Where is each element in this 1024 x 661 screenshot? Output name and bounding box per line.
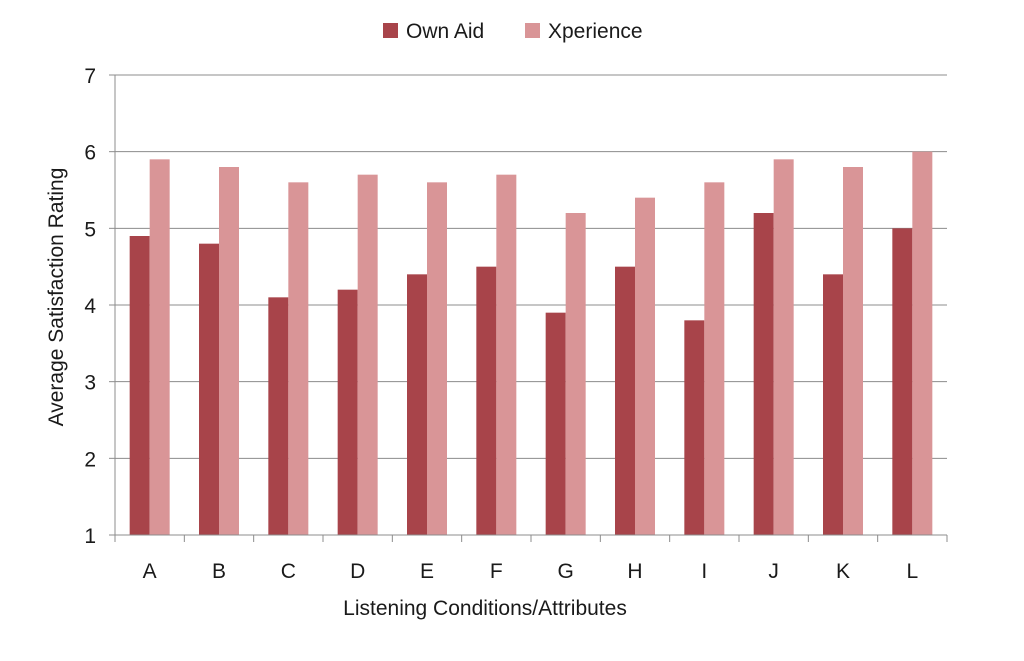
bar-own-aid-k: [823, 274, 843, 535]
bar-own-aid-a: [129, 236, 150, 535]
bar-own-aid-j: [753, 213, 774, 535]
y-tick-label: 1: [84, 525, 96, 548]
x-tick-labels: A B C D E F G H I J K L: [143, 560, 919, 583]
bar-xperience-e: [427, 182, 447, 536]
bar-xperience-k: [843, 167, 863, 535]
legend-swatch-own-aid: [383, 23, 398, 38]
x-tick-label: B: [212, 560, 226, 583]
bar-xperience-l: [912, 151, 933, 535]
y-tick-label: 7: [84, 65, 96, 88]
y-tick-label: 4: [84, 295, 96, 318]
axes: [109, 74, 948, 542]
bar-own-aid-d: [337, 289, 358, 535]
y-tick-label: 5: [84, 218, 96, 241]
legend-label-own-aid: Own Aid: [406, 20, 484, 43]
bar-xperience-f: [496, 174, 517, 535]
x-tick-label: D: [350, 560, 365, 583]
y-tick-labels: 1 2 3 4 5 6 7: [84, 65, 96, 548]
x-tick-label: C: [281, 560, 296, 583]
y-tick-label: 3: [84, 372, 96, 395]
bar-own-aid-h: [615, 266, 635, 535]
bar-xperience-b: [219, 167, 239, 535]
x-tick-label: L: [906, 560, 918, 583]
bar-xperience-h: [635, 197, 655, 535]
bar-xperience-g: [565, 213, 586, 535]
bar-xperience-i: [704, 182, 725, 536]
bar-own-aid-f: [476, 266, 497, 535]
gridlines: [115, 74, 947, 459]
bar-xperience-d: [357, 174, 378, 535]
bars: [129, 151, 933, 536]
legend-label-xperience: Xperience: [548, 20, 643, 43]
bar-xperience-a: [149, 159, 170, 536]
bar-own-aid-l: [892, 228, 913, 536]
y-axis-label: Average Satisfaction Rating: [45, 168, 68, 427]
x-tick-label: E: [420, 560, 434, 583]
bar-own-aid-g: [545, 312, 566, 535]
x-tick-label: J: [768, 560, 779, 583]
bar-xperience-c: [288, 182, 309, 536]
bar-xperience-j: [773, 159, 794, 536]
x-tick-label: H: [627, 560, 642, 583]
x-tick-label: I: [701, 560, 707, 583]
x-axis-label: Listening Conditions/Attributes: [343, 597, 627, 620]
y-tick-label: 6: [84, 142, 96, 165]
x-tick-label: K: [836, 560, 850, 583]
x-tick-label: G: [557, 560, 573, 583]
bar-own-aid-e: [407, 274, 427, 535]
bar-own-aid-i: [684, 320, 705, 535]
x-tick-label: F: [490, 560, 503, 583]
y-tick-label: 2: [84, 448, 96, 471]
x-tick-label: A: [143, 560, 157, 583]
bar-own-aid-b: [199, 243, 219, 535]
legend-swatch-xperience: [525, 23, 540, 38]
legend: Own Aid Xperience: [383, 20, 643, 43]
bar-own-aid-c: [268, 297, 289, 535]
